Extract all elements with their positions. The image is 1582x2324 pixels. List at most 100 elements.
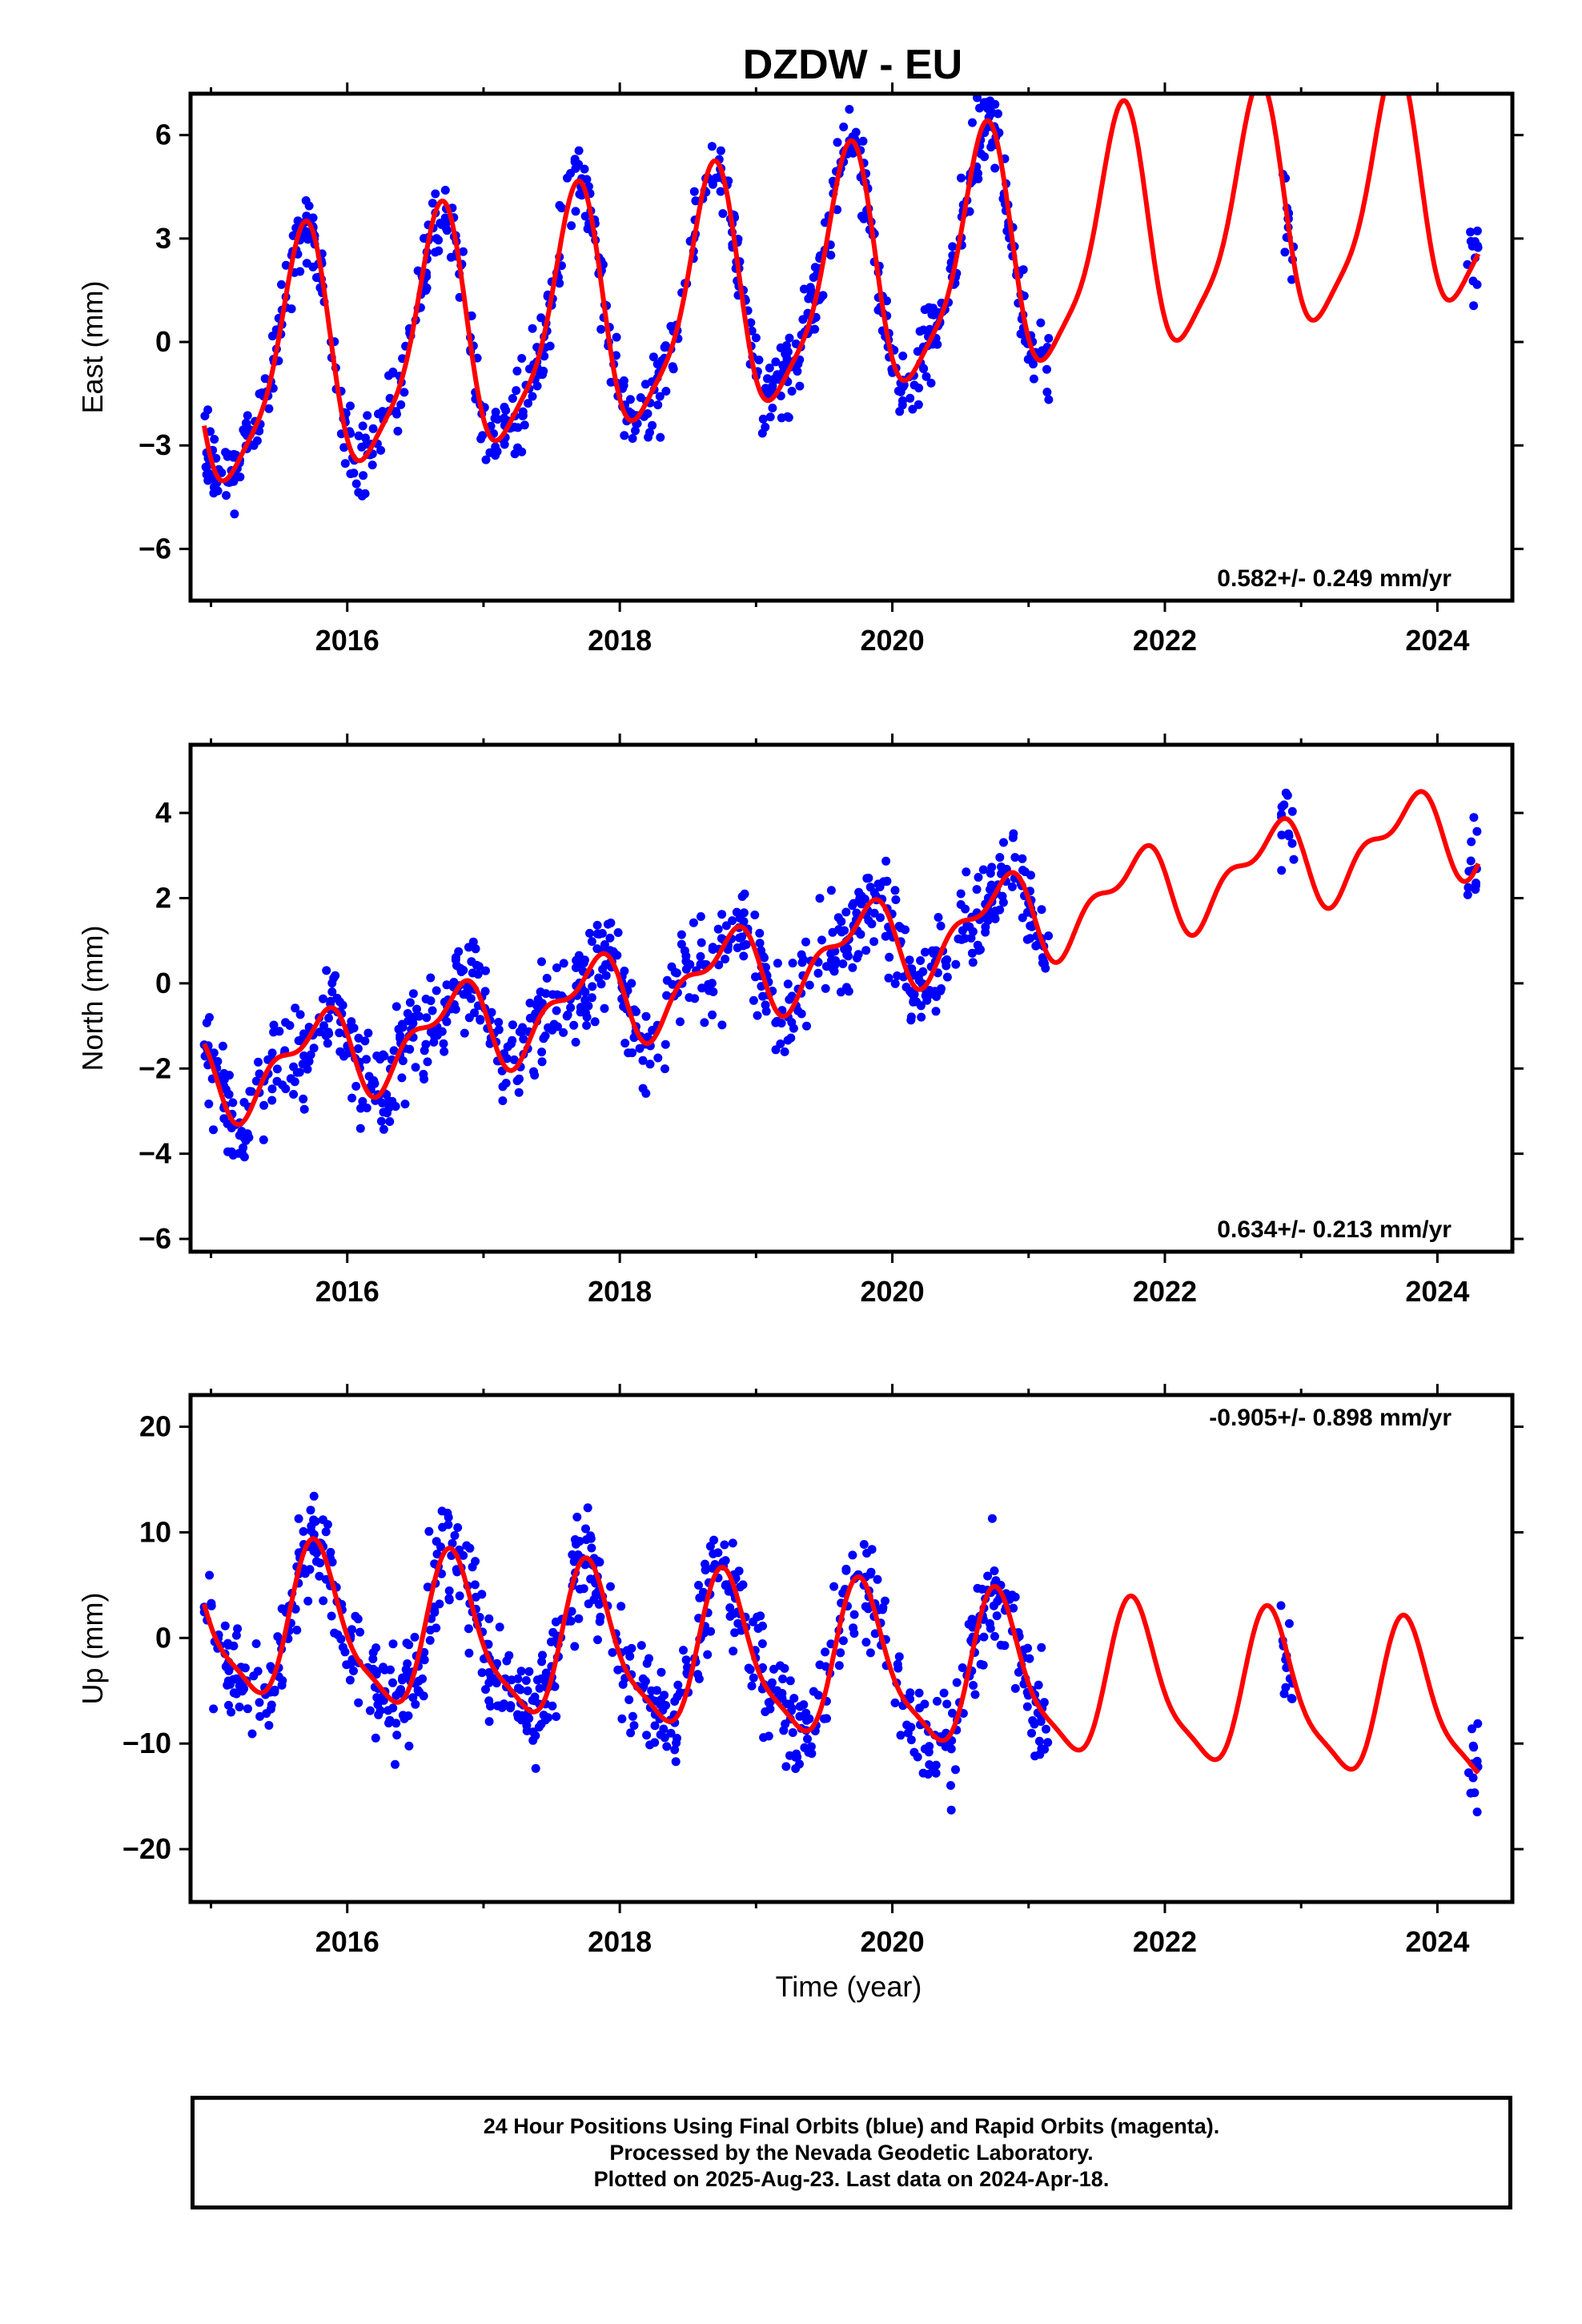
data-point — [1287, 1694, 1296, 1703]
data-point — [419, 1691, 428, 1701]
data-point — [515, 1027, 524, 1036]
y-tick-label: −3 — [139, 428, 171, 461]
data-point — [781, 1762, 791, 1771]
data-point — [1036, 318, 1046, 328]
data-point — [613, 928, 623, 937]
data-point — [787, 1018, 797, 1027]
data-point — [573, 1550, 583, 1559]
data-point — [351, 1611, 360, 1621]
data-point — [531, 1731, 540, 1740]
data-point — [642, 1731, 652, 1740]
data-point — [584, 1001, 593, 1011]
data-point — [414, 1676, 424, 1686]
data-point — [655, 392, 665, 401]
data-point — [1029, 374, 1038, 384]
data-point — [580, 164, 589, 174]
data-point — [512, 366, 522, 376]
data-point — [608, 1648, 617, 1657]
data-point — [459, 1550, 468, 1560]
data-point — [993, 1597, 1002, 1606]
data-point — [342, 1660, 351, 1670]
data-point — [1469, 301, 1479, 311]
data-point — [967, 948, 977, 958]
data-point — [976, 1659, 986, 1669]
data-point — [936, 921, 946, 931]
data-point — [459, 247, 468, 256]
data-point — [914, 384, 924, 392]
data-point — [952, 1678, 962, 1687]
data-point — [398, 1711, 408, 1720]
data-point — [408, 1693, 418, 1703]
data-point — [524, 1667, 534, 1676]
data-point — [1027, 1728, 1036, 1738]
data-point — [595, 1617, 604, 1626]
data-point — [709, 1549, 718, 1558]
data-point — [837, 927, 846, 937]
data-point — [506, 1703, 515, 1713]
data-point — [528, 392, 537, 401]
data-point — [753, 1624, 763, 1633]
data-point — [801, 937, 810, 947]
data-point — [1277, 830, 1287, 840]
data-point — [592, 929, 602, 939]
data-point — [541, 989, 551, 999]
data-point — [1044, 334, 1054, 343]
data-point — [785, 333, 794, 343]
data-point — [233, 472, 243, 481]
data-point — [255, 1711, 265, 1721]
data-point — [593, 1635, 602, 1645]
data-point — [624, 1048, 633, 1058]
data-point — [617, 1714, 627, 1723]
data-point — [1287, 275, 1296, 284]
data-point — [758, 414, 768, 424]
data-point — [1279, 1689, 1289, 1699]
data-point — [255, 1698, 264, 1707]
data-point — [486, 1702, 495, 1711]
data-point — [873, 1574, 882, 1584]
data-point — [548, 1627, 558, 1637]
data-point — [491, 442, 500, 452]
data-point — [849, 1610, 859, 1619]
data-point — [795, 1759, 804, 1769]
data-point — [432, 1623, 441, 1633]
data-point — [703, 1650, 713, 1659]
data-point — [481, 455, 491, 464]
data-point — [704, 979, 713, 989]
data-point — [676, 1017, 685, 1027]
data-point — [937, 984, 946, 993]
data-point — [281, 260, 291, 270]
data-point — [717, 910, 727, 919]
data-point — [571, 207, 580, 216]
data-point — [444, 1586, 454, 1595]
data-point — [548, 1701, 557, 1711]
data-point — [769, 1664, 778, 1674]
data-point — [368, 1655, 378, 1663]
data-point — [707, 142, 717, 151]
data-point — [223, 1147, 232, 1156]
data-point — [734, 1566, 744, 1576]
data-point — [922, 995, 932, 1005]
data-point — [502, 1054, 512, 1063]
data-point — [918, 325, 928, 335]
data-point — [431, 189, 440, 199]
data-point — [679, 1646, 688, 1655]
data-point — [432, 1550, 442, 1559]
data-point — [739, 951, 749, 961]
data-point — [990, 163, 1000, 173]
data-point — [419, 1069, 428, 1079]
x-tick-label: 2022 — [1133, 1275, 1197, 1308]
data-point — [929, 948, 938, 958]
data-point — [986, 880, 996, 890]
data-point — [498, 1082, 508, 1092]
y-axis-label: East (mm) — [76, 281, 109, 414]
data-point — [397, 1073, 407, 1083]
data-point — [552, 963, 561, 972]
data-point — [239, 1143, 248, 1152]
data-point — [592, 920, 602, 930]
data-point — [638, 1055, 648, 1065]
points-series — [199, 788, 1482, 1162]
data-point — [309, 1491, 319, 1501]
data-point — [998, 898, 1008, 907]
data-point — [472, 960, 481, 970]
data-point — [575, 1537, 584, 1546]
